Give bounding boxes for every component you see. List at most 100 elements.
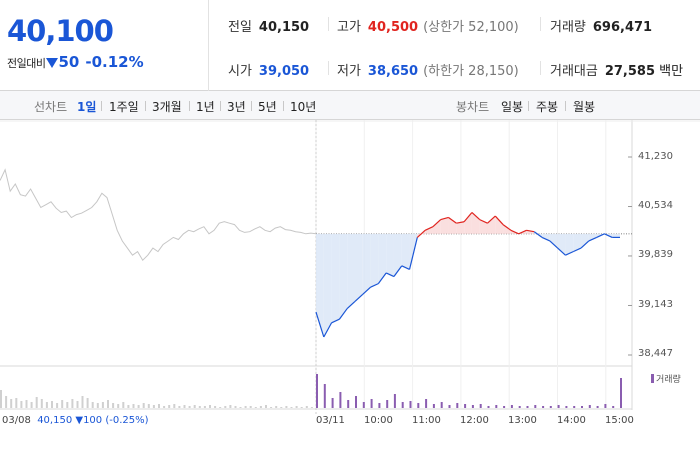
today-series-segment-down <box>354 293 364 302</box>
prev-volume-bar <box>56 403 59 408</box>
today-series-segment-down <box>370 283 379 288</box>
today-volume-bar <box>549 406 552 408</box>
prev-volume-bar <box>147 404 150 408</box>
upper-limit: (상한가 52,100) <box>423 20 519 35</box>
prev-volume-bar <box>280 407 283 408</box>
tab-weekly-candle[interactable]: 주봉 <box>536 100 559 114</box>
tab-monthly-candle[interactable]: 월봉 <box>573 100 596 114</box>
volume-bars <box>0 374 622 408</box>
prev-volume-bar <box>122 402 125 408</box>
prev-volume-bar <box>30 402 33 408</box>
open-stat: 시가 39,050 <box>228 60 309 79</box>
divider <box>251 101 252 111</box>
tab-daily-candle[interactable]: 일봉 <box>501 100 524 114</box>
prev-volume-bar <box>285 406 288 408</box>
today-volume-bar <box>487 406 490 408</box>
prev-volume-bar <box>10 399 13 408</box>
today-volume-bar <box>409 401 412 408</box>
area-fills <box>316 212 632 337</box>
today-volume-bar <box>518 406 521 408</box>
prev-volume-bar <box>178 406 181 408</box>
area-fill-segment <box>549 233 558 249</box>
tab-1year[interactable]: 1년 <box>196 100 215 114</box>
area-fill-segment <box>464 212 472 234</box>
today-volume-bar <box>557 405 560 408</box>
high-label: 고가 <box>337 20 361 35</box>
today-series-segment-down <box>604 233 613 238</box>
volume-value: 696,471 <box>592 20 653 35</box>
today-volume-bar <box>534 405 537 408</box>
today-volume-bar <box>401 402 404 408</box>
prev-volume-bar <box>112 403 115 408</box>
prev-volume-bar <box>265 405 267 408</box>
change-amount: 50 <box>58 53 80 71</box>
today-series-segment-down <box>401 265 410 270</box>
today-series-segment-down <box>408 237 418 270</box>
y-tick-label: 41,230 <box>638 151 673 162</box>
prev-volume-bar <box>203 406 206 408</box>
prev-volume-bar <box>5 396 8 408</box>
divider <box>220 101 221 111</box>
today-series-segment-down <box>362 286 371 295</box>
today-series-segment-up <box>510 229 519 235</box>
lower-limit: (하한가 28,150) <box>423 64 519 79</box>
tab-1day[interactable]: 1일 <box>77 100 97 114</box>
today-volume-bar <box>440 402 443 408</box>
prev-volume-bar <box>40 399 43 408</box>
today-series-segment-up <box>463 212 473 223</box>
footer-close: 40,150 <box>37 415 73 426</box>
footer-change: ▼100 (-0.25%) <box>75 415 149 426</box>
today-volume-bar <box>526 406 529 408</box>
today-series-segment-up <box>487 215 496 224</box>
y-tick-label: 39,839 <box>638 249 673 260</box>
candle-chart-label: 봉차트 <box>456 100 490 114</box>
y-tick-label: 40,534 <box>638 200 673 211</box>
area-fill-segment <box>534 231 543 238</box>
area-fill-segment <box>565 233 574 256</box>
prev-volume-bar <box>127 405 130 408</box>
prev-volume-bar <box>173 404 176 408</box>
trade-value-stat: 거래대금 27,585 백만 <box>550 60 683 79</box>
prev-volume-bar <box>35 397 38 408</box>
prev-volume-bar <box>219 407 222 408</box>
prev-volume-bar <box>214 406 217 408</box>
area-fill-segment <box>386 233 394 277</box>
y-tick-label: 39,143 <box>638 299 673 310</box>
prev-volume-bar <box>76 401 79 408</box>
area-fill-segment <box>612 233 620 238</box>
today-series-segment-down <box>393 265 403 277</box>
tab-3month[interactable]: 3개월 <box>152 100 182 114</box>
tab-3year[interactable]: 3년 <box>227 100 246 114</box>
today-volume-bar <box>503 406 506 408</box>
today-volume-bar <box>448 405 451 408</box>
prev-volume-bar <box>15 398 18 408</box>
today-volume-bar <box>417 403 420 408</box>
tab-10year[interactable]: 10년 <box>290 100 317 114</box>
today-series-segment-up <box>440 216 449 221</box>
prev-volume-bar <box>209 405 211 408</box>
divider <box>145 101 146 111</box>
prev-close-value: 40,150 <box>258 20 310 35</box>
prev-volume-bar <box>51 401 53 408</box>
area-fill-segment <box>362 233 371 295</box>
area-fill-segment <box>495 216 504 234</box>
high-value: 40,500 <box>367 20 419 35</box>
tab-5year[interactable]: 5년 <box>258 100 277 114</box>
price-chart-svg <box>0 120 700 416</box>
area-fill-segment <box>331 233 340 323</box>
prev-volume-bar <box>239 407 242 408</box>
today-volume-bar <box>464 404 467 408</box>
today-volume-bar <box>316 374 318 408</box>
today-series-segment-down <box>346 300 356 309</box>
tab-1week[interactable]: 1주일 <box>109 100 139 114</box>
prev-volume-bar <box>117 404 120 408</box>
today-volume-bar <box>432 404 435 408</box>
prev-volume-bar <box>107 400 109 408</box>
today-volume-bar <box>425 399 428 408</box>
prev-volume-bar <box>0 390 2 408</box>
prev-volume-bar <box>158 404 160 408</box>
today-series-segment-up <box>424 226 434 231</box>
prev-volume-bar <box>81 396 84 408</box>
today-volume-bar <box>471 405 474 408</box>
x-tick-label: 12:00 <box>460 415 489 426</box>
